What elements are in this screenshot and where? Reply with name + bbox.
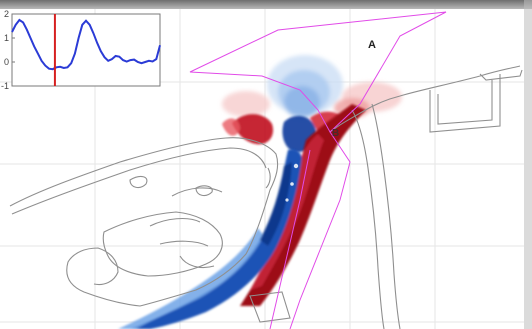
inset-y-ticks: 2 1 0 -1 — [1, 9, 15, 91]
coastline-east-south-2 — [371, 103, 401, 329]
region-b-line-2 — [269, 149, 311, 329]
inset-series-line — [11, 18, 161, 71]
top-border-band — [0, 0, 532, 9]
jetty-east-1 — [429, 74, 501, 133]
pier-south — [249, 291, 291, 323]
region-a-outline — [189, 11, 447, 329]
inset-frame — [11, 13, 161, 87]
inset-time-series: 2 1 0 -1 — [1, 9, 161, 91]
island-detail-1 — [149, 217, 201, 227]
negative-lobe-offshore — [267, 55, 343, 118]
jetty-east-2 — [437, 80, 493, 125]
region-a-polygon — [189, 11, 447, 133]
coastline-outlines — [9, 65, 523, 329]
island-outline — [102, 211, 223, 277]
coastline-inner — [11, 147, 267, 215]
right-border-band — [524, 0, 532, 329]
channel-wall-left — [265, 167, 271, 189]
inset-y-tick-label: -1 — [1, 81, 9, 91]
inset-y-tick-label: 1 — [4, 33, 9, 43]
island-detail-3 — [179, 255, 215, 269]
islet-1 — [129, 175, 148, 189]
islet-2 — [195, 185, 213, 197]
jetty-east-3 — [479, 69, 523, 81]
coastline-main — [9, 137, 279, 307]
pale-speckles — [285, 163, 299, 202]
region-label-a: A — [368, 39, 376, 51]
inset-y-tick-label: 0 — [4, 57, 9, 67]
region-b-line-1 — [289, 131, 351, 329]
region-label-b: B — [332, 128, 339, 139]
island-detail-4 — [171, 187, 223, 197]
coastline-east — [329, 65, 521, 133]
coastline-east-south — [351, 109, 385, 329]
island-detail-2 — [159, 240, 209, 247]
inset-y-tick-label: 2 — [4, 9, 9, 19]
